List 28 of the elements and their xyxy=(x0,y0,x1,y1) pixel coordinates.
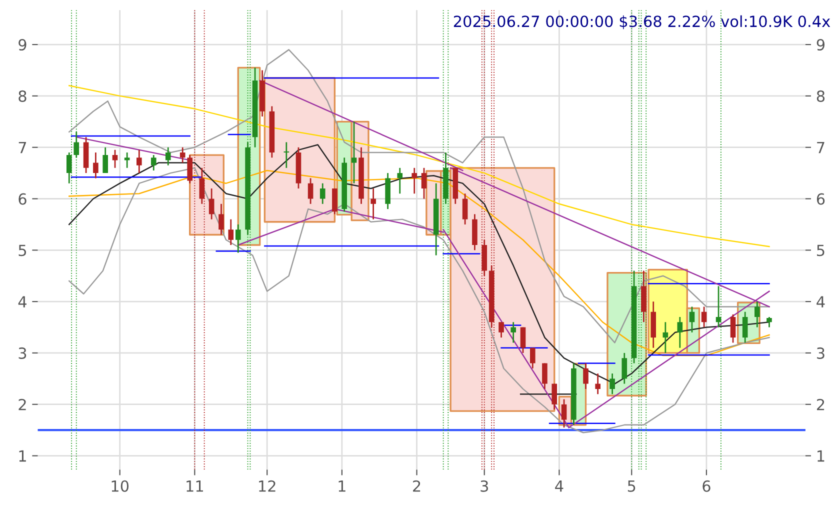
y2-tick-label: 9 xyxy=(816,39,825,51)
y-tick-label: 8 xyxy=(18,90,26,102)
x-tick-label: 12 xyxy=(259,480,276,492)
x-tick-label: 5 xyxy=(628,480,636,492)
y2-tick-label: 4 xyxy=(816,296,825,308)
y-tick-label: 3 xyxy=(18,347,26,359)
y-tick-label: 5 xyxy=(18,244,26,256)
y2-tick-label: 2 xyxy=(816,398,824,410)
y2-tick-label: 8 xyxy=(816,90,825,102)
y-tick-label: 6 xyxy=(18,193,26,205)
x-tick-label: 3 xyxy=(480,480,488,492)
y2-tick-label: 3 xyxy=(817,347,824,359)
y2-tick-label: 5 xyxy=(817,244,824,256)
y-tick-label: 9 xyxy=(18,39,26,51)
x-tick-label: 10 xyxy=(112,480,129,492)
chart-title: 2025.06.27 00:00:00 $3.68 2.22% vol:10.9K 0.4x xyxy=(454,15,830,30)
x-tick-label: 11 xyxy=(186,480,203,492)
y2-tick-label: 6 xyxy=(816,193,825,205)
y-tick-label: 1 xyxy=(19,450,26,462)
x-tick-label: 6 xyxy=(702,480,710,492)
x-tick-label: 1 xyxy=(338,480,346,492)
y2-tick-label: 1 xyxy=(818,450,824,462)
y-tick-label: 4 xyxy=(18,296,26,308)
x-tick-label: 4 xyxy=(555,480,564,492)
y2-tick-label: 7 xyxy=(817,142,824,154)
y-tick-label: 2 xyxy=(18,398,26,410)
x-tick-label: 2 xyxy=(413,480,420,492)
y-tick-label: 7 xyxy=(18,142,26,154)
